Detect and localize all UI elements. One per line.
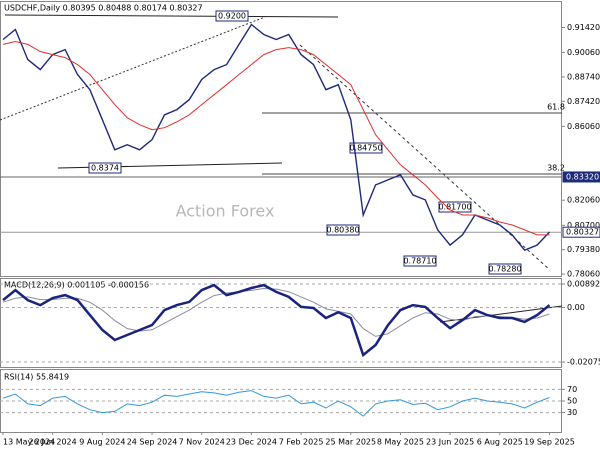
y-tick-label: 0.90060 xyxy=(567,48,600,57)
y-tick-label: 30 xyxy=(567,408,577,417)
price-panel xyxy=(0,1,562,277)
x-tick-label: 8 May 2025 xyxy=(377,438,424,447)
series-line xyxy=(2,40,550,236)
x-tick-label: 9 Aug 2024 xyxy=(79,438,125,447)
series-line xyxy=(2,287,550,337)
x-tick-label: 7 Feb 2025 xyxy=(279,438,324,447)
y-tick-label: 0.91420 xyxy=(567,23,600,32)
trend-line xyxy=(0,16,266,121)
x-tick-label: 25 Mar 2025 xyxy=(325,438,376,447)
y-tick-label: 0.78060 xyxy=(567,270,600,279)
annotation-box xyxy=(403,255,437,267)
annotation-box xyxy=(215,10,249,22)
x-tick-label: 7 Nov 2024 xyxy=(179,438,225,447)
annotation-box xyxy=(88,162,122,174)
macd-panel xyxy=(0,278,562,368)
y-tick-label: 0.008923 xyxy=(567,280,600,289)
panel-title: RSI(14) 55.8419 xyxy=(4,373,69,382)
annotation: 0.9200 xyxy=(218,12,246,21)
series-line xyxy=(2,390,550,417)
y-tick-label: 0.88740 xyxy=(567,72,600,81)
y-tick-label: 0.87420 xyxy=(567,97,600,106)
series-line xyxy=(2,283,551,358)
y-tick-label: 0.79380 xyxy=(567,245,600,254)
annotation: 0.84750 xyxy=(349,144,382,153)
watermark: Action Forex xyxy=(176,202,275,221)
x-tick-label: 6 Aug 2025 xyxy=(477,438,523,447)
x-tick-label: 19 Sep 2025 xyxy=(524,438,575,447)
annotation-box xyxy=(488,263,522,275)
x-tick-label: 26 Jun 2024 xyxy=(29,438,77,447)
annotation: 61.8 xyxy=(547,103,565,112)
y-tick-label: 0.00 xyxy=(567,303,585,312)
annotation: 0.78280 xyxy=(488,265,521,274)
price-label: 0.83320 xyxy=(566,172,599,181)
y-tick-label: -0.020759 xyxy=(567,358,600,367)
annotation: 0.81700 xyxy=(438,203,471,212)
y-tick-label: 0.86060 xyxy=(567,122,600,131)
trend-line xyxy=(299,44,551,271)
annotation: 0.78710 xyxy=(403,257,436,266)
panel-title: MACD(12,26,9) 0.001105 -0.000156 xyxy=(4,281,149,290)
y-tick-label: 0.80700 xyxy=(567,221,600,230)
x-tick-label: 23 Jun 2025 xyxy=(426,438,474,447)
y-tick-label: 0.82060 xyxy=(567,196,600,205)
annotation: 38.2 xyxy=(547,164,565,173)
price-label: 0.80327 xyxy=(566,228,599,237)
chart-title: USDCHF,Daily 0.80395 0.80488 0.80174 0.8… xyxy=(4,4,203,13)
x-tick-label: 24 Sep 2024 xyxy=(127,438,178,447)
y-tick-label: 70 xyxy=(567,385,577,394)
annotation-box xyxy=(326,224,360,236)
annotation: 0.8374 xyxy=(91,164,119,173)
trend-line xyxy=(4,14,339,18)
x-tick-label: 23 Dec 2024 xyxy=(226,438,277,447)
x-tick-label: 13 May 2024 xyxy=(3,438,55,447)
series-line xyxy=(2,23,551,251)
annotation-box xyxy=(349,142,383,154)
price-label-box xyxy=(562,226,600,238)
trend-line xyxy=(439,305,563,323)
y-tick-label: 50 xyxy=(567,397,577,406)
price-label-box xyxy=(562,171,600,183)
annotation: 0.80380 xyxy=(326,226,359,235)
